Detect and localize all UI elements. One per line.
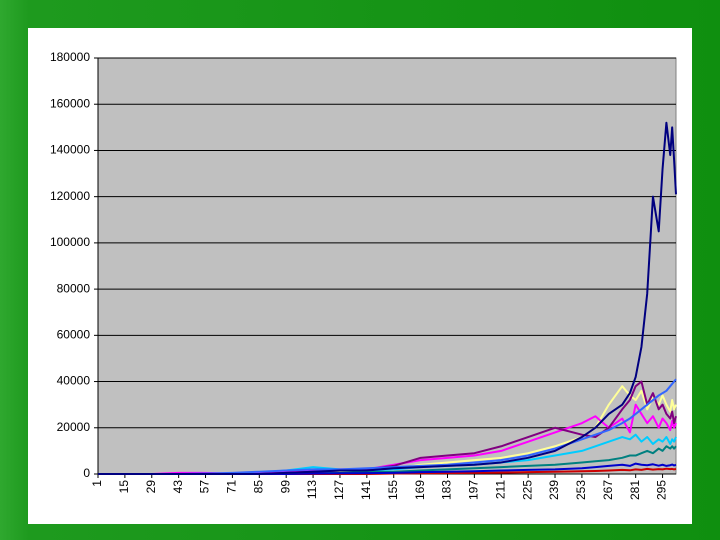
x-tick-label: 281 bbox=[628, 480, 642, 500]
plot-area bbox=[97, 57, 677, 475]
chart: 0 20000 40000 60000 80000 100000 120000 140000 1… bbox=[50, 50, 677, 500]
x-tick-label: 183 bbox=[440, 480, 454, 500]
x-tick-label: 43 bbox=[171, 480, 185, 494]
x-tick-label: 57 bbox=[198, 480, 212, 494]
x-tick-label: 141 bbox=[359, 480, 373, 500]
y-tick-label: 100000 bbox=[50, 235, 90, 249]
x-tick-label: 1 bbox=[90, 480, 104, 487]
x-tick-label: 267 bbox=[601, 480, 615, 500]
y-tick-label: 60000 bbox=[57, 328, 91, 342]
x-tick-label: 295 bbox=[655, 480, 669, 500]
x-tick-label: 169 bbox=[413, 480, 427, 500]
y-tick-label: 40000 bbox=[57, 374, 91, 388]
x-tick-label: 85 bbox=[251, 480, 265, 494]
y-tick-label: 140000 bbox=[50, 143, 90, 157]
series-line bbox=[98, 378, 677, 475]
x-tick-label: 225 bbox=[520, 480, 534, 500]
x-tick-label: 127 bbox=[332, 480, 346, 500]
x-tick-label: 29 bbox=[144, 480, 158, 494]
series-line bbox=[98, 121, 677, 475]
x-tick-label: 253 bbox=[574, 480, 588, 500]
y-tick-label: 160000 bbox=[50, 96, 90, 110]
x-tick-label: 15 bbox=[117, 480, 131, 494]
x-tick-label: 239 bbox=[547, 480, 561, 500]
x-tick-label: 155 bbox=[386, 480, 400, 500]
x-tick-label: 71 bbox=[225, 480, 239, 494]
x-tick-label: 211 bbox=[493, 480, 507, 499]
chart-frame: 0 20000 40000 60000 80000 100000 120000 140000 1… bbox=[28, 28, 692, 524]
y-tick-label: 0 bbox=[83, 466, 90, 480]
y-tick-label: 80000 bbox=[57, 281, 91, 295]
y-tick-label: 120000 bbox=[50, 189, 90, 203]
x-tick-label: 197 bbox=[467, 480, 481, 500]
y-tick-label: 180000 bbox=[50, 50, 90, 64]
y-tick-label: 20000 bbox=[57, 420, 91, 434]
x-tick-label: 99 bbox=[278, 480, 292, 494]
x-tick-label: 113 bbox=[305, 480, 319, 499]
